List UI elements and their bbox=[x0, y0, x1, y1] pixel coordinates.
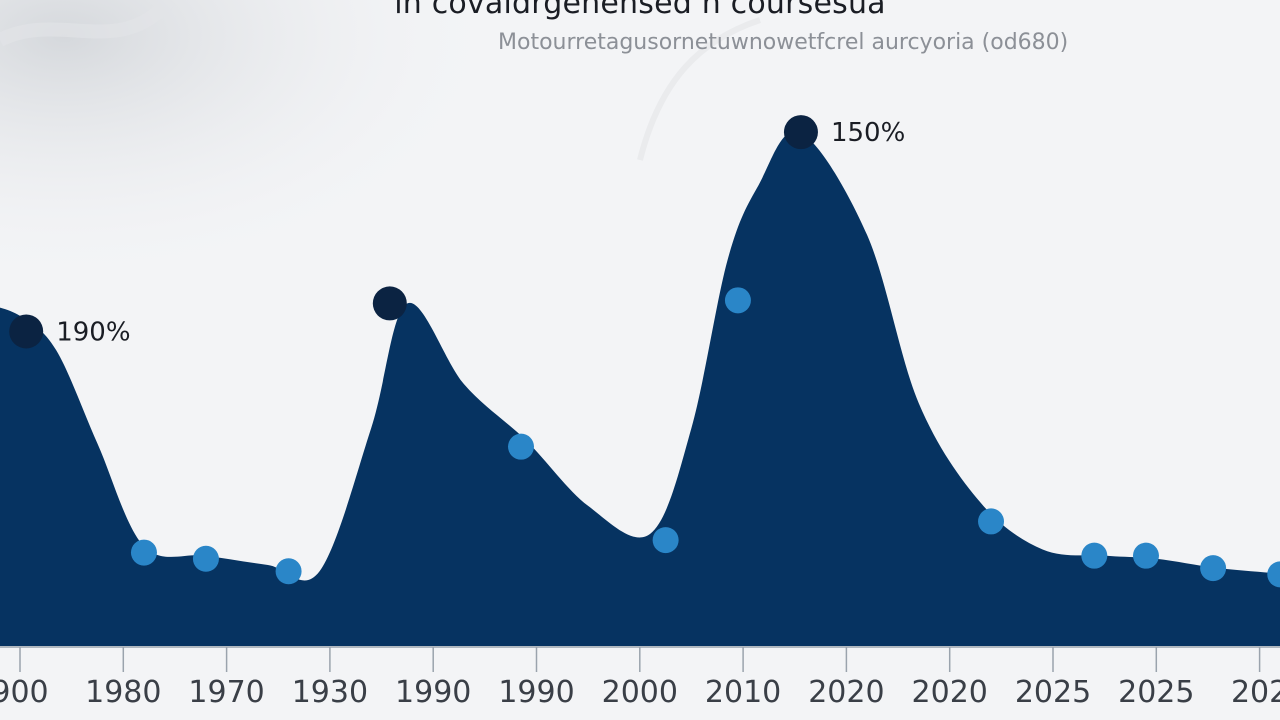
data-point-marker bbox=[130, 539, 157, 566]
chart-subtitle: Motourretagusornetuwnowetfcrel aurcyoria… bbox=[498, 30, 1069, 55]
x-tick-label: 900 bbox=[0, 675, 49, 710]
x-tick-label: 1990 bbox=[498, 675, 574, 710]
x-tick-label: 1970 bbox=[188, 675, 264, 710]
x-tick-label: 2020 bbox=[808, 675, 884, 710]
x-axis: 900 1980 1970 1930 1990 1990 2000 2010 2020 2020 2… bbox=[0, 646, 1280, 710]
peak-value-label: 190% bbox=[56, 317, 130, 347]
data-point-marker bbox=[1267, 561, 1280, 588]
x-tick-label: 2010 bbox=[705, 675, 781, 710]
data-point-marker bbox=[275, 558, 302, 585]
chart-title: in covaldrgenensed n coursesua bbox=[394, 0, 886, 21]
peak-marker bbox=[9, 314, 44, 349]
data-point-marker bbox=[1132, 542, 1159, 569]
data-point-marker bbox=[978, 508, 1005, 535]
x-tick-label: 2025 bbox=[1118, 675, 1194, 710]
peak-value-label: 150% bbox=[831, 118, 905, 148]
data-point-marker bbox=[1200, 555, 1227, 582]
data-point-marker bbox=[1081, 542, 1108, 569]
data-point-marker bbox=[192, 545, 219, 572]
data-markers: 190% 150% bbox=[9, 115, 1280, 588]
x-tick-label: 2025 bbox=[1015, 675, 1091, 710]
data-point-marker bbox=[724, 287, 751, 314]
x-tick-label: 1980 bbox=[85, 675, 161, 710]
peak-marker bbox=[372, 286, 407, 321]
data-point-marker bbox=[652, 527, 679, 554]
series-area bbox=[0, 131, 1280, 646]
x-tick-label: 1990 bbox=[395, 675, 471, 710]
x-tick-label: 1930 bbox=[292, 675, 368, 710]
x-tick-label: 2020 bbox=[912, 675, 988, 710]
x-tick-label: 202 bbox=[1231, 675, 1280, 710]
data-point-marker bbox=[508, 433, 535, 460]
x-tick-label: 2000 bbox=[602, 675, 678, 710]
peak-marker bbox=[783, 115, 818, 150]
